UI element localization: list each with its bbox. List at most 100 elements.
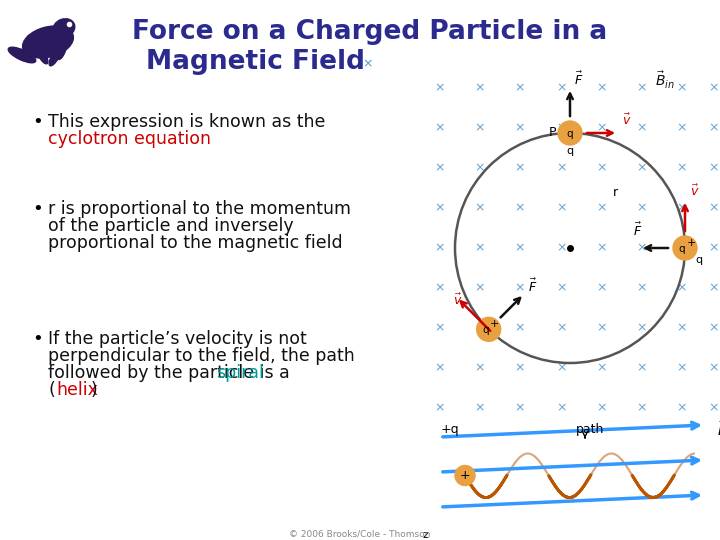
Text: ×: × bbox=[435, 161, 445, 174]
Text: This expression is known as the: This expression is known as the bbox=[48, 113, 325, 131]
Text: ×: × bbox=[677, 201, 688, 214]
Text: of the particle and inversely: of the particle and inversely bbox=[48, 217, 294, 235]
Text: ×: × bbox=[708, 241, 719, 254]
Text: q: q bbox=[679, 244, 685, 254]
Text: ×: × bbox=[435, 321, 445, 334]
Text: Force on a Charged Particle in a: Force on a Charged Particle in a bbox=[132, 19, 608, 45]
Text: •: • bbox=[32, 113, 42, 131]
Text: If the particle’s velocity is not: If the particle’s velocity is not bbox=[48, 330, 307, 348]
Text: ×: × bbox=[677, 122, 688, 134]
Text: ×: × bbox=[435, 122, 445, 134]
Text: $\vec{v}$: $\vec{v}$ bbox=[622, 113, 631, 128]
Text: ×: × bbox=[435, 201, 445, 214]
Text: ×: × bbox=[597, 281, 607, 294]
Text: ×: × bbox=[557, 122, 567, 134]
Text: q: q bbox=[567, 146, 574, 156]
Text: ×: × bbox=[474, 361, 485, 375]
Text: ×: × bbox=[597, 201, 607, 214]
Ellipse shape bbox=[49, 48, 61, 66]
Text: ×: × bbox=[557, 402, 567, 415]
Text: ×: × bbox=[435, 361, 445, 375]
Text: ×: × bbox=[557, 82, 567, 94]
Text: spiral: spiral bbox=[216, 364, 264, 382]
Text: •: • bbox=[32, 330, 42, 348]
Text: $\vec{F}$: $\vec{F}$ bbox=[574, 71, 583, 88]
Text: ×: × bbox=[515, 402, 526, 415]
Ellipse shape bbox=[53, 19, 75, 37]
Text: ×: × bbox=[474, 281, 485, 294]
Text: perpendicular to the field, the path: perpendicular to the field, the path bbox=[48, 347, 355, 365]
Text: ×: × bbox=[515, 161, 526, 174]
Text: +: + bbox=[459, 469, 470, 482]
Text: ×: × bbox=[597, 321, 607, 334]
Text: ×: × bbox=[557, 321, 567, 334]
Text: r is proportional to the momentum: r is proportional to the momentum bbox=[48, 200, 351, 218]
Text: +: + bbox=[686, 238, 696, 248]
Text: ×: × bbox=[708, 321, 719, 334]
Ellipse shape bbox=[22, 26, 73, 58]
Text: ×: × bbox=[597, 161, 607, 174]
Text: ×: × bbox=[636, 402, 647, 415]
Text: ×: × bbox=[636, 241, 647, 254]
Text: ×: × bbox=[435, 82, 445, 94]
Text: ×: × bbox=[474, 82, 485, 94]
Text: ×: × bbox=[435, 281, 445, 294]
Text: helix: helix bbox=[56, 381, 98, 399]
Text: $\vec{v}$: $\vec{v}$ bbox=[453, 293, 462, 308]
Text: ×: × bbox=[557, 201, 567, 214]
Ellipse shape bbox=[27, 36, 37, 55]
Text: ×: × bbox=[515, 122, 526, 134]
Text: ×: × bbox=[708, 82, 719, 94]
Text: © 2006 Brooks/Cole - Thomson: © 2006 Brooks/Cole - Thomson bbox=[289, 530, 431, 538]
Text: ×: × bbox=[636, 361, 647, 375]
Text: ×: × bbox=[708, 402, 719, 415]
Text: q: q bbox=[696, 255, 703, 265]
Text: +q: +q bbox=[441, 423, 459, 436]
Text: $\vec{F}$: $\vec{F}$ bbox=[633, 222, 642, 239]
Text: ×: × bbox=[636, 201, 647, 214]
Text: followed by the particle is a: followed by the particle is a bbox=[48, 364, 295, 382]
Text: ×: × bbox=[597, 241, 607, 254]
Text: ×: × bbox=[677, 281, 688, 294]
Text: ×: × bbox=[515, 361, 526, 375]
Text: ×: × bbox=[515, 82, 526, 94]
Circle shape bbox=[558, 121, 582, 145]
Text: $\vec{B}$: $\vec{B}$ bbox=[717, 420, 720, 439]
Text: ×: × bbox=[636, 281, 647, 294]
Text: ×: × bbox=[557, 161, 567, 174]
Text: ×: × bbox=[677, 361, 688, 375]
Text: ×: × bbox=[636, 161, 647, 174]
Text: cyclotron equation: cyclotron equation bbox=[48, 130, 211, 148]
Text: ×: × bbox=[474, 402, 485, 415]
Text: ×: × bbox=[474, 201, 485, 214]
Text: ×: × bbox=[474, 122, 485, 134]
Text: ×: × bbox=[474, 321, 485, 334]
Text: ×: × bbox=[677, 241, 688, 254]
Text: ×: × bbox=[677, 161, 688, 174]
Text: ×: × bbox=[557, 241, 567, 254]
Text: ×: × bbox=[708, 201, 719, 214]
Text: ×: × bbox=[636, 321, 647, 334]
Text: ×: × bbox=[557, 281, 567, 294]
Text: ×: × bbox=[515, 241, 526, 254]
Text: z: z bbox=[422, 530, 428, 540]
Text: ×: × bbox=[708, 281, 719, 294]
Text: ×: × bbox=[677, 82, 688, 94]
Text: (: ( bbox=[48, 381, 55, 399]
Text: q: q bbox=[482, 325, 489, 335]
Text: q: q bbox=[567, 129, 573, 139]
Text: ×: × bbox=[474, 241, 485, 254]
Text: $\vec{B}_{in}$: $\vec{B}_{in}$ bbox=[655, 70, 675, 91]
Text: ×: × bbox=[636, 82, 647, 94]
Circle shape bbox=[455, 465, 475, 485]
Text: ×: × bbox=[597, 82, 607, 94]
Text: proportional to the magnetic field: proportional to the magnetic field bbox=[48, 234, 343, 252]
Text: ×: × bbox=[597, 361, 607, 375]
Text: ×: × bbox=[597, 122, 607, 134]
Ellipse shape bbox=[8, 47, 36, 63]
Text: ×: × bbox=[474, 161, 485, 174]
Text: ×: × bbox=[708, 122, 719, 134]
Text: +: + bbox=[490, 319, 500, 329]
Text: path: path bbox=[576, 423, 604, 436]
Text: ×: × bbox=[515, 321, 526, 334]
